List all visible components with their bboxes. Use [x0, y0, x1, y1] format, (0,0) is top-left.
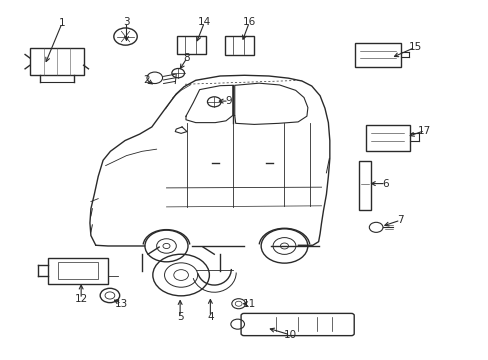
Text: 10: 10 [283, 330, 296, 340]
Text: 12: 12 [74, 294, 87, 304]
Text: 17: 17 [417, 126, 430, 135]
Text: 5: 5 [177, 312, 183, 322]
Text: 16: 16 [242, 17, 256, 27]
Text: 4: 4 [206, 312, 213, 322]
Text: 2: 2 [143, 75, 150, 85]
Text: 9: 9 [225, 96, 232, 106]
Text: 3: 3 [123, 17, 129, 27]
Text: 13: 13 [115, 299, 128, 309]
Text: 15: 15 [407, 42, 421, 52]
Text: 8: 8 [183, 53, 190, 63]
Text: 6: 6 [382, 179, 388, 189]
Text: 1: 1 [59, 18, 65, 28]
Text: 14: 14 [198, 17, 211, 27]
Text: 11: 11 [242, 299, 256, 309]
Text: 7: 7 [396, 215, 403, 225]
